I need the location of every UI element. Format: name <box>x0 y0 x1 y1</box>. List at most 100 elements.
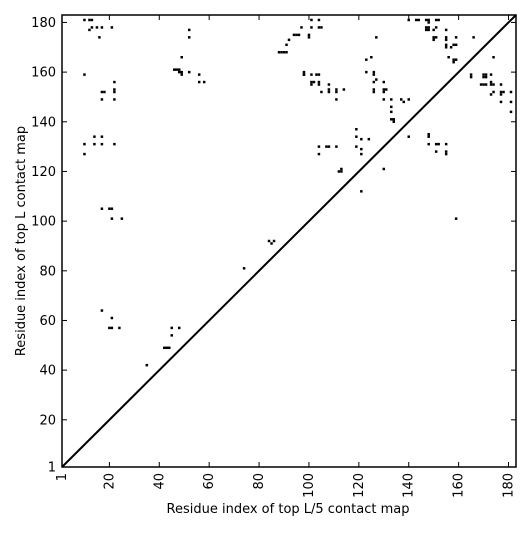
y-tick-label: 80 <box>39 264 56 279</box>
contact-point <box>307 36 311 39</box>
contact-point <box>180 70 183 74</box>
contact-point <box>335 90 338 94</box>
contact-point <box>407 98 410 101</box>
contact-point <box>484 75 488 79</box>
contact-point <box>83 142 86 146</box>
contact-point <box>509 110 513 114</box>
contact-point <box>340 170 343 173</box>
contact-point <box>98 36 101 39</box>
contact-point <box>300 26 303 29</box>
contact-point <box>492 90 495 94</box>
contact-point <box>113 80 116 84</box>
contact-point <box>375 78 378 81</box>
contact-point <box>427 18 430 22</box>
contact-point <box>447 55 450 59</box>
y-tick-label: 160 <box>31 66 56 81</box>
contact-point <box>424 18 428 22</box>
contact-point <box>187 28 191 32</box>
contact-point <box>280 51 283 54</box>
contact-point <box>434 18 438 22</box>
contact-point <box>187 36 191 39</box>
x-tick-label: 180 <box>502 473 517 498</box>
contact-point <box>434 142 438 146</box>
contact-point <box>417 18 420 22</box>
contact-point <box>437 142 440 146</box>
contact-point <box>469 73 473 76</box>
contact-point <box>452 58 455 61</box>
contact-point <box>317 26 321 29</box>
contact-point <box>502 90 505 94</box>
contact-points <box>83 18 513 367</box>
contact-point <box>100 26 104 29</box>
contact-point <box>449 46 453 49</box>
x-tick-label: 120 <box>352 473 367 498</box>
contact-point <box>100 90 104 94</box>
contact-point <box>295 33 298 37</box>
contact-point <box>479 83 483 86</box>
contact-point <box>110 316 114 320</box>
contact-point <box>90 18 94 22</box>
contact-point <box>100 135 104 138</box>
contact-point <box>444 152 448 156</box>
contact-point <box>312 80 316 84</box>
contact-point <box>145 363 149 367</box>
contact-point <box>168 346 171 350</box>
contact-point <box>282 51 286 54</box>
contact-point <box>509 100 513 104</box>
contact-point <box>95 26 99 29</box>
contact-point <box>427 135 430 138</box>
x-tick-label: 60 <box>202 473 217 490</box>
contact-point <box>482 75 485 79</box>
contact-point <box>360 147 363 151</box>
contact-point <box>287 38 291 42</box>
contact-point <box>372 88 376 91</box>
contact-point <box>355 145 358 148</box>
contact-point <box>372 90 376 94</box>
contact-point <box>297 33 301 37</box>
x-tick-label: 100 <box>302 473 317 498</box>
contact-point <box>414 18 418 22</box>
contact-point <box>444 38 448 42</box>
contact-point <box>100 98 104 101</box>
y-axis-label: Residue index of top L contact map <box>14 126 29 356</box>
contact-point <box>320 90 323 94</box>
contact-point <box>427 28 430 32</box>
contact-point <box>434 36 438 39</box>
contact-point <box>382 167 386 171</box>
contact-point <box>83 73 86 76</box>
contact-point <box>83 152 86 156</box>
contact-point <box>292 33 296 37</box>
contact-point <box>492 55 495 59</box>
contact-point <box>499 93 503 96</box>
x-tick-label: 160 <box>452 473 467 498</box>
contact-point <box>444 28 448 32</box>
contact-point <box>173 68 176 71</box>
contact-point <box>317 18 321 22</box>
x-tick-label: 20 <box>102 473 117 490</box>
contact-point <box>302 73 306 76</box>
contact-point <box>315 73 318 76</box>
contact-point <box>197 73 201 76</box>
contact-point <box>400 98 403 101</box>
contact-point <box>93 135 96 138</box>
contact-point <box>317 145 321 148</box>
contact-point <box>165 346 169 350</box>
contact-point <box>372 80 376 84</box>
contact-point <box>335 88 338 91</box>
y-tick-label: 20 <box>39 413 56 428</box>
contact-point <box>355 128 358 131</box>
contact-point <box>489 80 493 84</box>
contact-point <box>100 207 104 210</box>
contact-point <box>170 334 173 337</box>
contact-point <box>444 43 448 47</box>
contact-point <box>390 110 393 114</box>
contact-point <box>335 145 338 148</box>
contact-point <box>385 88 388 91</box>
contact-point <box>372 70 376 74</box>
contact-point <box>202 80 206 84</box>
contact-point <box>489 93 493 96</box>
contact-point <box>327 88 331 91</box>
contact-point <box>197 80 201 84</box>
